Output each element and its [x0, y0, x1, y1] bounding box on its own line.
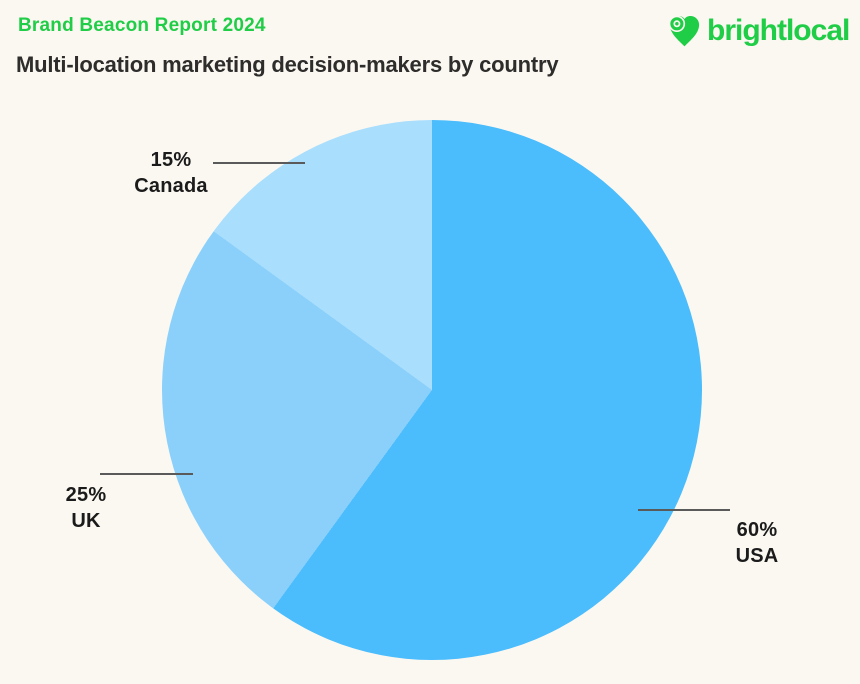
page-title: Multi-location marketing decision-makers… — [16, 52, 559, 77]
outlined-pin-ring — [670, 17, 684, 31]
leader-line-canada — [213, 162, 305, 164]
slice-label-uk: 25% UK — [46, 482, 126, 534]
slice-percent-uk: 25% — [65, 484, 107, 506]
logo-wordmark: brightlocal — [707, 14, 850, 47]
brightlocal-logo: brightlocal — [666, 12, 850, 50]
heart-map-pin-icon — [668, 15, 700, 47]
slice-label-canada: 15% Canada — [121, 147, 221, 199]
slice-name-usa: USA — [735, 545, 779, 567]
pie-chart — [162, 120, 702, 660]
slice-percent-usa: 60% — [736, 519, 778, 541]
leader-line-usa — [638, 509, 730, 511]
pin-center-dot — [675, 22, 679, 26]
slice-percent-canada: 15% — [150, 149, 192, 171]
slice-name-uk: UK — [71, 510, 101, 532]
slice-label-usa: 60% USA — [717, 517, 797, 569]
slice-name-canada: Canada — [134, 175, 208, 197]
report-name: Brand Beacon Report 2024 — [18, 15, 266, 36]
leader-line-uk — [100, 473, 193, 475]
